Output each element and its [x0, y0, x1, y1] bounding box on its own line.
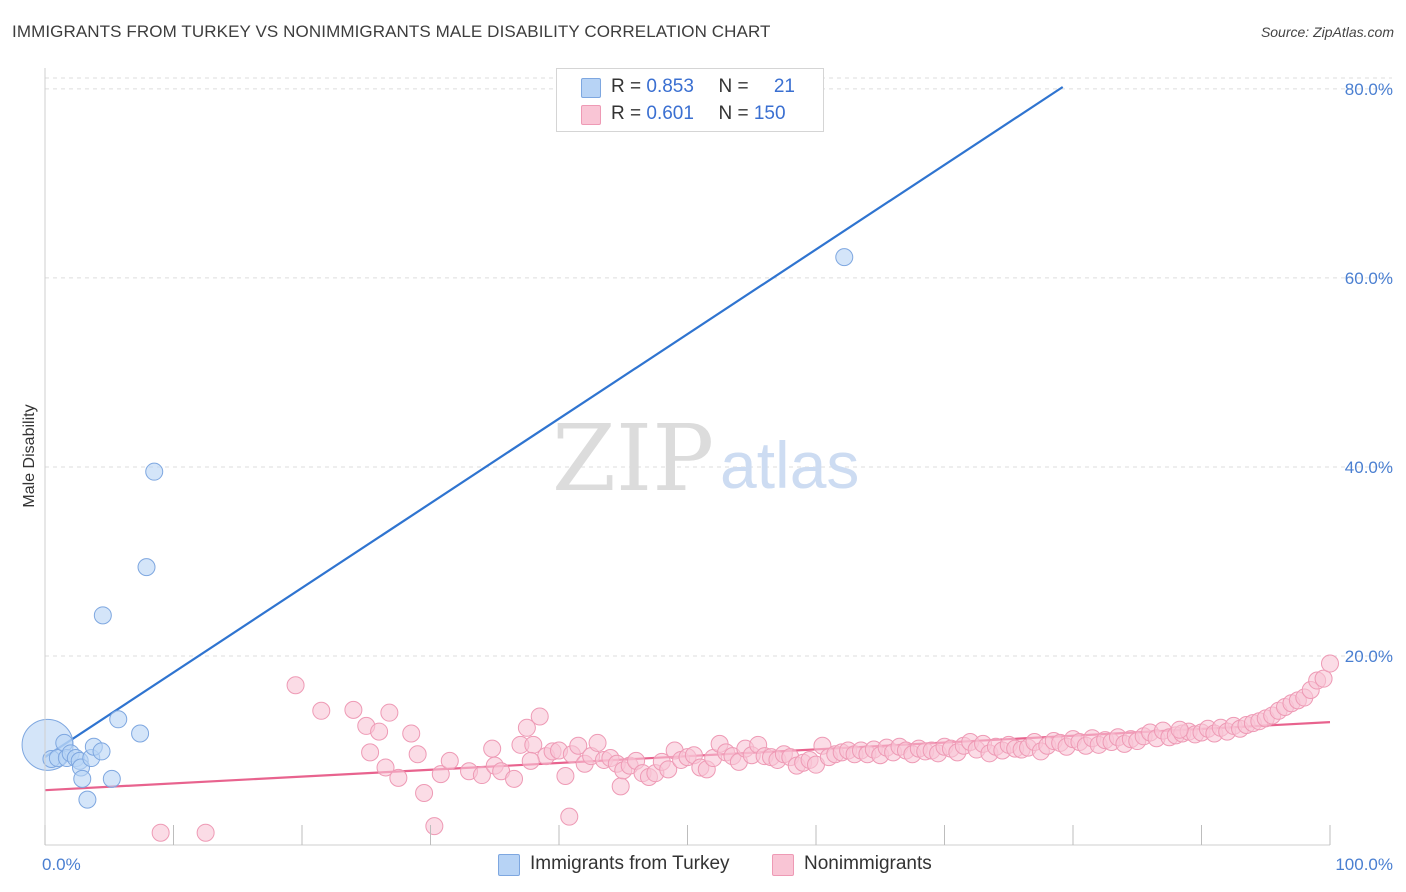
legend: R = 0.853 N = 21 R = 0.601 N = 150	[556, 68, 824, 132]
legend-swatch-nonimmigrants	[581, 105, 601, 125]
legend-n-label: N =	[718, 103, 754, 124]
legend-r-label: R =	[611, 103, 647, 124]
data-point-nonimmigrants	[344, 700, 363, 719]
data-point-nonimmigrants	[431, 765, 450, 784]
legend-text-nonimmigrants: R = 0.601 N = 150	[611, 103, 786, 125]
bottom-legend-swatch-turkey	[498, 854, 520, 876]
data-point-turkey	[78, 790, 97, 809]
bottom-legend-swatch-nonimmigrants	[772, 854, 794, 876]
data-point-turkey	[109, 710, 128, 729]
data-point-nonimmigrants	[312, 701, 331, 720]
data-point-turkey	[145, 462, 164, 481]
data-point-nonimmigrants	[556, 767, 575, 786]
data-point-nonimmigrants	[521, 751, 540, 770]
y-tick-label: 40.0%	[1345, 458, 1393, 477]
bottom-legend-label-nonimmigrants: Nonimmigrants	[804, 853, 932, 874]
data-point-nonimmigrants	[560, 807, 579, 826]
legend-text-turkey: R = 0.853 N = 21	[611, 76, 795, 98]
data-point-nonimmigrants	[425, 817, 444, 836]
data-point-nonimmigrants	[530, 707, 549, 726]
data-point-nonimmigrants	[659, 760, 678, 779]
legend-r-value: 0.853	[646, 76, 694, 97]
data-point-nonimmigrants	[380, 703, 399, 722]
legend-swatch-turkey	[581, 78, 601, 98]
data-point-nonimmigrants	[483, 739, 502, 758]
legend-n-value: 150	[753, 103, 786, 124]
data-point-nonimmigrants	[517, 718, 536, 737]
watermark-atlas: atlas	[720, 428, 859, 502]
grid-layer	[45, 77, 1392, 657]
data-point-nonimmigrants	[440, 751, 459, 770]
data-point-nonimmigrants	[1170, 720, 1189, 739]
axis-layer: 20.0% 40.0% 60.0% 80.0% 0.0% 100.0%	[42, 68, 1393, 874]
x-tick-label: 100.0%	[1335, 855, 1393, 874]
chart-title: IMMIGRANTS FROM TURKEY VS NONIMMIGRANTS …	[12, 22, 771, 41]
source-label: Source: ZipAtlas.com	[1260, 24, 1394, 40]
points-layer	[21, 248, 1339, 842]
y-axis-label: Male Disability	[21, 404, 38, 507]
data-point-nonimmigrants	[611, 777, 630, 796]
data-point-nonimmigrants	[402, 724, 421, 743]
data-point-nonimmigrants	[196, 823, 215, 842]
data-point-nonimmigrants	[588, 733, 607, 752]
data-point-nonimmigrants	[370, 722, 389, 741]
data-point-turkey	[92, 742, 111, 761]
data-point-nonimmigrants	[286, 676, 305, 695]
data-point-nonimmigrants	[389, 768, 408, 787]
data-point-nonimmigrants	[1314, 669, 1333, 688]
legend-r-label: R =	[611, 76, 647, 97]
data-point-turkey	[131, 724, 150, 743]
data-point-nonimmigrants	[361, 743, 380, 762]
trendline-turkey	[44, 86, 1064, 759]
data-point-turkey	[835, 248, 854, 267]
y-tick-label: 80.0%	[1345, 80, 1393, 99]
data-point-nonimmigrants	[376, 758, 395, 777]
data-point-nonimmigrants	[569, 736, 588, 755]
data-point-turkey	[137, 558, 156, 577]
legend-n-label: N =	[718, 76, 754, 97]
data-point-nonimmigrants	[1321, 654, 1339, 673]
watermark-zip: ZIP	[552, 405, 714, 512]
legend-r-value: 0.601	[646, 103, 694, 124]
data-point-turkey	[93, 606, 112, 625]
data-point-nonimmigrants	[472, 766, 491, 785]
data-point-nonimmigrants	[151, 823, 170, 842]
data-point-nonimmigrants	[505, 769, 524, 788]
y-tick-label: 20.0%	[1345, 647, 1393, 666]
data-point-nonimmigrants	[415, 784, 434, 803]
x-tick-label: 0.0%	[42, 855, 81, 874]
data-point-nonimmigrants	[408, 745, 427, 764]
data-point-turkey	[102, 769, 121, 788]
y-tick-label: 60.0%	[1345, 269, 1393, 288]
legend-n-value: 21	[773, 76, 795, 97]
bottom-legend-label-turkey: Immigrants from Turkey	[530, 853, 730, 874]
data-point-turkey	[73, 769, 92, 788]
